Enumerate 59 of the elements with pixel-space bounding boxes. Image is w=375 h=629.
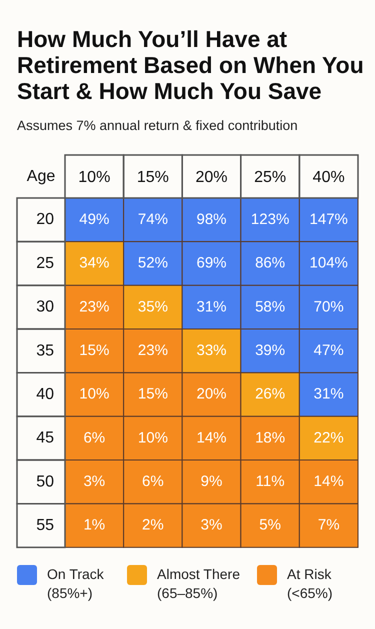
data-label: 34% bbox=[79, 254, 110, 272]
data-label: 33% bbox=[196, 342, 227, 360]
data-label: 3% bbox=[83, 473, 106, 490]
data-label: 18% bbox=[255, 429, 286, 446]
data-label: 70% bbox=[314, 298, 344, 316]
data-label: 14% bbox=[314, 473, 344, 490]
y-tick-label: 30 bbox=[36, 298, 54, 316]
y-tick-label: 25 bbox=[36, 254, 54, 272]
y-tick-label: 35 bbox=[36, 342, 54, 360]
data-label: 1% bbox=[83, 516, 106, 534]
data-label: 9% bbox=[200, 473, 222, 490]
data-label: 10% bbox=[138, 429, 168, 446]
data-label: 22% bbox=[314, 429, 344, 446]
data-label: 104% bbox=[310, 254, 348, 272]
chart-subtitle: Assumes 7% annual return & fixed contribution bbox=[17, 118, 298, 133]
x-tick-label: 20% bbox=[195, 168, 228, 186]
data-label: 39% bbox=[255, 342, 286, 360]
x-tick-label: 10% bbox=[78, 168, 110, 186]
text: On Track (85%+) bbox=[47, 565, 105, 603]
data-label: 6% bbox=[83, 429, 106, 446]
data-label: 14% bbox=[196, 429, 227, 446]
data-label: 2% bbox=[142, 516, 164, 534]
data-label: 20% bbox=[196, 386, 227, 403]
y-tick-label: 40 bbox=[36, 386, 54, 403]
data-label: 58% bbox=[255, 298, 286, 316]
data-label: 69% bbox=[196, 254, 227, 272]
data-label: 23% bbox=[79, 298, 110, 316]
data-label: 31% bbox=[314, 386, 344, 403]
data-label: 49% bbox=[79, 210, 110, 228]
data-label: 10% bbox=[79, 386, 110, 403]
data-label: 15% bbox=[79, 342, 110, 360]
data-label: 74% bbox=[138, 210, 168, 228]
text: Almost There (65–85%) bbox=[157, 565, 241, 603]
data-label: 98% bbox=[196, 210, 227, 228]
x-tick-label: 40% bbox=[312, 168, 345, 186]
data-label: 35% bbox=[138, 298, 168, 316]
x-tick-label: 25% bbox=[254, 168, 286, 186]
y-tick-label: 50 bbox=[36, 473, 54, 490]
data-label: 123% bbox=[250, 210, 290, 228]
y-tick-label: 45 bbox=[36, 430, 54, 447]
data-label: 11% bbox=[256, 473, 285, 490]
y-axis-title: Age bbox=[26, 168, 56, 185]
data-label: 3% bbox=[200, 516, 222, 534]
data-label: 147% bbox=[310, 210, 348, 228]
data-label: 26% bbox=[255, 386, 286, 403]
data-label: 7% bbox=[318, 516, 340, 534]
y-tick-label: 55 bbox=[36, 516, 54, 534]
data-label: 6% bbox=[142, 473, 164, 490]
x-tick-label: 15% bbox=[136, 168, 169, 186]
y-tick-label: 20 bbox=[36, 211, 54, 228]
data-label: 31% bbox=[196, 298, 227, 316]
data-label: 52% bbox=[138, 254, 168, 272]
data-label: 15% bbox=[138, 386, 168, 403]
chart-title: How Much You’ll Have at Retirement Based on When You Start & How Much You Save bbox=[17, 26, 365, 104]
data-label: 47% bbox=[314, 342, 344, 360]
data-label: 23% bbox=[138, 342, 168, 360]
text: At Risk (<65%) bbox=[287, 565, 334, 603]
data-label: 86% bbox=[255, 254, 286, 272]
data-label: 5% bbox=[259, 516, 281, 534]
